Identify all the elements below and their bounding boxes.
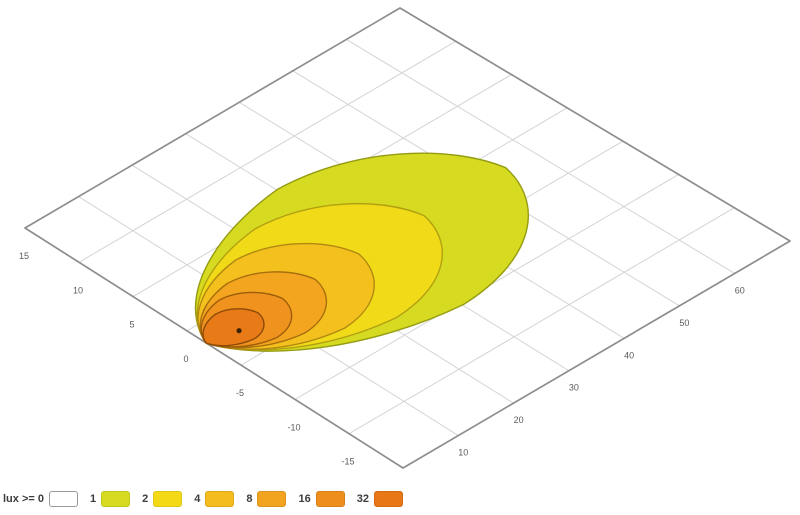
grid-line-lateral <box>346 39 735 274</box>
legend-swatch <box>101 491 131 507</box>
legend-swatch <box>48 491 78 507</box>
lateral-tick-label: 10 <box>73 285 83 295</box>
distance-tick-label: 60 <box>735 285 745 295</box>
legend-label: 1 <box>89 493 97 505</box>
distance-tick-label: 10 <box>458 448 468 458</box>
lux-legend: lux >= 0 1 2 4 8 16 32 <box>3 488 403 510</box>
isolux-contours <box>194 152 529 352</box>
grid-line-distance <box>348 207 735 435</box>
legend-label: 32 <box>356 493 369 505</box>
distance-tick-label: 20 <box>514 415 524 425</box>
legend-label: 8 <box>246 493 253 505</box>
legend-label: 4 <box>194 493 201 505</box>
grid-line-distance <box>78 40 456 263</box>
legend-swatch <box>257 491 287 507</box>
distance-tick-label: 30 <box>569 383 579 393</box>
legend-label: 2 <box>142 493 149 505</box>
legend-label: lux >= 0 <box>3 493 44 505</box>
legend-swatch <box>373 491 403 507</box>
legend-swatch <box>205 491 235 507</box>
lateral-tick-label: -15 <box>341 457 354 467</box>
lateral-tick-label: -5 <box>236 388 244 398</box>
legend-swatch <box>315 491 345 507</box>
hotspot-marker <box>236 328 242 334</box>
contour-32-lux <box>202 308 265 347</box>
lateral-tick-label: -10 <box>287 422 300 432</box>
lateral-tick-label: 0 <box>183 354 188 364</box>
distance-tick-label: 50 <box>679 318 689 328</box>
lateral-tick-label: 15 <box>19 251 29 261</box>
distance-tick-label: 40 <box>624 350 634 360</box>
legend-label: 16 <box>298 493 311 505</box>
lateral-tick-label: 5 <box>129 320 134 330</box>
legend-swatch <box>153 491 183 507</box>
grid-border <box>24 7 791 469</box>
